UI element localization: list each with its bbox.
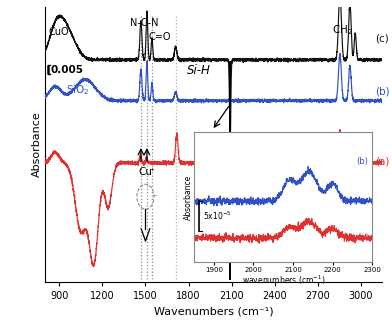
Text: SiO$_2$: SiO$_2$ <box>66 83 90 97</box>
Text: $^+$: $^+$ <box>148 167 155 176</box>
Y-axis label: Absorbance: Absorbance <box>32 111 42 177</box>
Text: C=O: C=O <box>149 32 171 42</box>
Text: (a): (a) <box>357 233 368 242</box>
Text: N-C-N: N-C-N <box>130 18 158 28</box>
Text: CH$_2$: CH$_2$ <box>332 23 352 37</box>
Y-axis label: Absorbance: Absorbance <box>183 175 192 220</box>
Text: $^-$: $^-$ <box>151 192 158 201</box>
X-axis label: wavenumbers (cm$^{-1}$): wavenumbers (cm$^{-1}$) <box>241 274 325 288</box>
Text: (c): (c) <box>375 34 389 43</box>
Text: Si-H: Si-H <box>187 64 211 77</box>
Text: 5x10$^{-5}$: 5x10$^{-5}$ <box>203 210 231 222</box>
X-axis label: Wavenumbers (cm⁻¹): Wavenumbers (cm⁻¹) <box>154 306 274 317</box>
Text: (a): (a) <box>375 156 389 166</box>
Text: Cu: Cu <box>138 167 152 177</box>
Text: (b): (b) <box>357 156 368 166</box>
Text: 0.005: 0.005 <box>51 65 84 75</box>
Text: CuO: CuO <box>49 27 69 37</box>
Text: (b): (b) <box>375 87 390 97</box>
